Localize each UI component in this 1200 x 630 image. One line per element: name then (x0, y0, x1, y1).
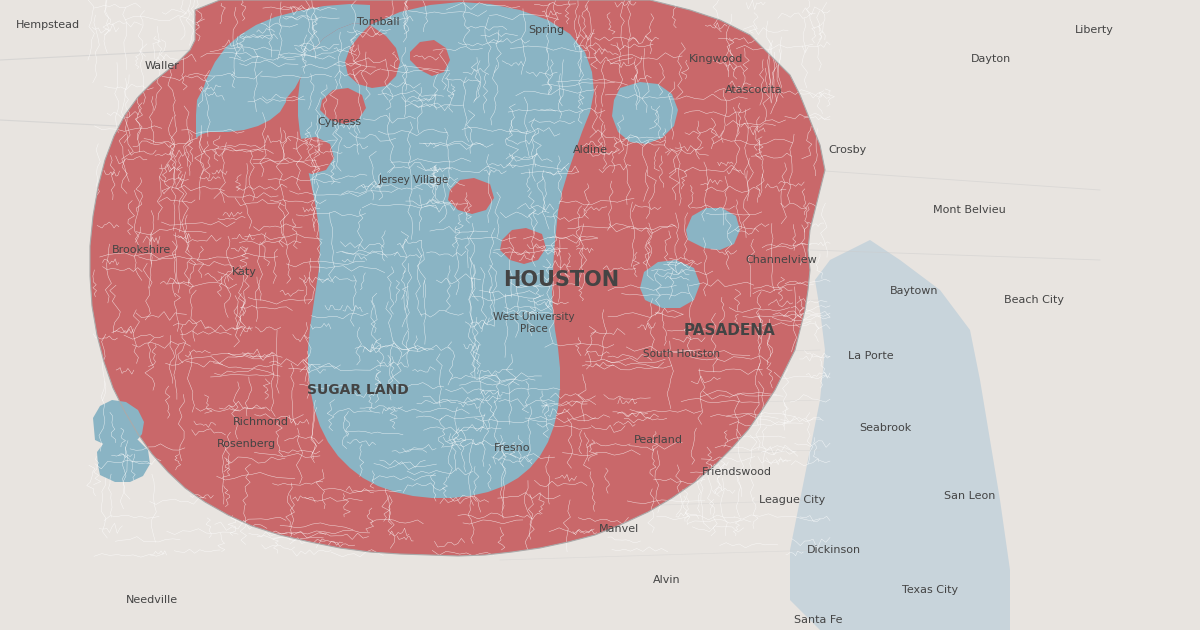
Text: Channelview: Channelview (745, 255, 817, 265)
Polygon shape (94, 400, 144, 448)
Polygon shape (222, 56, 274, 98)
Text: Friendswood: Friendswood (702, 467, 772, 477)
Text: Manvel: Manvel (599, 524, 640, 534)
Text: Brookshire: Brookshire (112, 245, 172, 255)
Polygon shape (612, 82, 678, 144)
Text: Waller: Waller (144, 61, 180, 71)
Text: West University
Place: West University Place (493, 312, 575, 334)
Polygon shape (950, 477, 974, 493)
Text: Kingwood: Kingwood (689, 54, 744, 64)
Polygon shape (346, 25, 400, 88)
Polygon shape (686, 208, 740, 250)
Text: Seabrook: Seabrook (859, 423, 912, 433)
Polygon shape (90, 0, 826, 556)
Polygon shape (497, 20, 588, 198)
Polygon shape (500, 228, 546, 264)
Polygon shape (97, 436, 150, 482)
Polygon shape (449, 427, 510, 472)
Text: Dayton: Dayton (971, 54, 1012, 64)
Polygon shape (196, 68, 286, 132)
Text: HOUSTON: HOUSTON (504, 270, 619, 290)
Text: San Leon: San Leon (944, 491, 995, 501)
Text: SUGAR LAND: SUGAR LAND (307, 383, 408, 397)
Text: League City: League City (758, 495, 826, 505)
Text: PASADENA: PASADENA (684, 323, 775, 338)
Polygon shape (448, 178, 494, 214)
Text: Cypress: Cypress (318, 117, 361, 127)
Polygon shape (320, 88, 366, 124)
Text: Crosby: Crosby (828, 145, 866, 155)
Text: Spring: Spring (528, 25, 564, 35)
Text: Pearland: Pearland (635, 435, 683, 445)
Text: Beach City: Beach City (1004, 295, 1064, 305)
Text: Rosenberg: Rosenberg (216, 439, 276, 449)
Text: Jersey Village: Jersey Village (379, 175, 449, 185)
Text: Katy: Katy (233, 267, 257, 277)
Text: Aldine: Aldine (572, 145, 608, 155)
Text: South Houston: South Houston (643, 349, 720, 359)
Text: Alvin: Alvin (653, 575, 682, 585)
Polygon shape (410, 40, 450, 76)
Text: Baytown: Baytown (890, 286, 938, 296)
Text: Santa Fe: Santa Fe (794, 615, 842, 625)
Text: Liberty: Liberty (1075, 25, 1114, 35)
Text: Texas City: Texas City (902, 585, 958, 595)
Polygon shape (486, 390, 546, 438)
Polygon shape (288, 137, 334, 174)
Polygon shape (955, 570, 1010, 630)
Text: Hempstead: Hempstead (16, 20, 80, 30)
Text: Fresno: Fresno (494, 443, 530, 453)
Polygon shape (790, 240, 1010, 630)
Polygon shape (256, 38, 308, 80)
Text: La Porte: La Porte (848, 351, 894, 361)
Polygon shape (937, 433, 973, 457)
Text: Mont Belvieu: Mont Belvieu (934, 205, 1006, 215)
Text: Dickinson: Dickinson (806, 545, 862, 555)
Polygon shape (196, 4, 370, 138)
Polygon shape (830, 590, 960, 630)
Text: Needville: Needville (126, 595, 179, 605)
Text: Tomball: Tomball (356, 17, 400, 27)
Polygon shape (298, 2, 594, 498)
Polygon shape (934, 521, 962, 539)
Text: Atascocita: Atascocita (725, 85, 782, 95)
Polygon shape (640, 260, 700, 308)
Text: Richmond: Richmond (233, 417, 288, 427)
